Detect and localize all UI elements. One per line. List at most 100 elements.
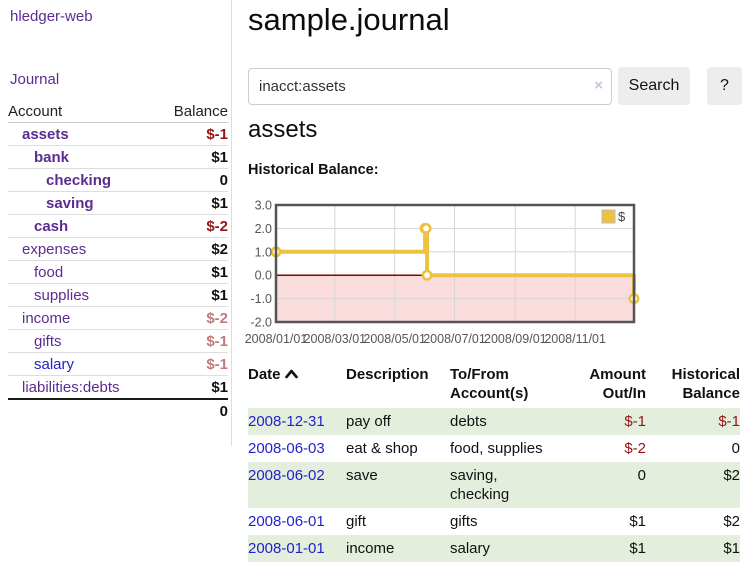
chart-heading: Historical Balance:: [248, 162, 379, 178]
account-balance: $-2: [156, 214, 228, 238]
account-row: bank $1: [8, 145, 228, 169]
transaction-date-link[interactable]: 2008-06-02: [248, 467, 325, 484]
account-row: income $-2: [8, 306, 228, 330]
svg-text:2008/01/01: 2008/01/01: [245, 332, 307, 346]
svg-text:-1.0: -1.0: [250, 292, 272, 306]
account-link[interactable]: checking: [46, 172, 112, 189]
register-header-description: Description: [346, 366, 429, 383]
svg-text:2008/05/01: 2008/05/01: [363, 332, 426, 346]
transaction-date-link[interactable]: 2008-12-31: [248, 413, 325, 430]
svg-text:2.0: 2.0: [255, 222, 272, 236]
account-balance: $1: [156, 283, 228, 307]
account-balance: $1: [156, 145, 228, 169]
account-link[interactable]: liabilities:debts: [22, 379, 120, 396]
transaction-date-link[interactable]: 2008-01-01: [248, 540, 325, 557]
register-header-amount: Amount Out/In: [589, 366, 646, 402]
account-link[interactable]: assets: [22, 126, 69, 143]
register-amount-cell: $1: [629, 540, 646, 557]
svg-text:2008/07/01: 2008/07/01: [423, 332, 486, 346]
register-row: 2008-12-31 pay off debts $-1 $-1: [248, 408, 740, 435]
clear-search-icon[interactable]: ×: [594, 76, 603, 94]
historical-balance-chart[interactable]: $3.0 2.0 1.0 0.0 -1.0 -2.0 2008/01/012008/03/0…: [245, 197, 645, 349]
account-balance: $1: [211, 379, 228, 396]
accounts-header-account: Account: [8, 100, 157, 123]
account-row: assets $-1: [8, 122, 228, 146]
search-button[interactable]: Search: [618, 67, 690, 105]
register-header-accounts: To/From Account(s): [450, 366, 529, 402]
svg-text:1.0: 1.0: [255, 245, 272, 259]
account-link[interactable]: food: [34, 264, 64, 281]
register-description-cell: eat & shop: [346, 440, 418, 457]
account-link[interactable]: gifts: [34, 333, 62, 350]
accounts-body: assets $-1 bank $1 checking 0 saving $1 cash $-2 e…: [8, 122, 228, 400]
account-row: checking 0: [8, 168, 228, 192]
help-button[interactable]: ?: [707, 67, 742, 105]
register-description-cell: income: [346, 540, 395, 557]
account-balance: $-2: [156, 306, 228, 330]
account-link[interactable]: bank: [34, 149, 70, 166]
register-row: 2008-01-01 income salary $1 $1: [248, 535, 740, 562]
account-balance: $2: [156, 237, 228, 261]
account-link[interactable]: salary: [34, 356, 75, 373]
account-balance: $-1: [156, 352, 228, 376]
svg-text:2008/11/01: 2008/11/01: [544, 332, 606, 346]
register-header-balance: Historical Balance: [671, 366, 740, 402]
account-balance: $1: [156, 191, 228, 215]
sidebar-item-journal[interactable]: Journal: [10, 71, 60, 88]
accounts-total-balance: 0: [156, 398, 228, 422]
account-balance: $-1: [156, 122, 228, 146]
search-field-wrap: ×: [248, 67, 612, 105]
register-row: 2008-06-03 eat & shop food, supplies $-2 0: [248, 435, 740, 462]
page-title: sample.journal: [248, 2, 450, 37]
svg-text:2008/03/01: 2008/03/01: [304, 332, 367, 346]
account-link[interactable]: income: [22, 310, 71, 327]
svg-text:2008/09/01: 2008/09/01: [484, 332, 547, 346]
register-row: 2008-06-01 gift gifts $1 $2: [248, 508, 740, 535]
register-header-date-label: Date: [248, 366, 281, 383]
accounts-total-spacer: [8, 398, 157, 422]
register-header-row: Date Description To/From Account(s) Amou…: [248, 362, 740, 408]
register-accounts-cell: gifts: [450, 513, 478, 530]
accounts-header-balance: Balance: [156, 100, 228, 123]
transaction-date-link[interactable]: 2008-06-03: [248, 440, 325, 457]
register-row: 2008-06-02 save saving, checking 0 $2: [248, 462, 740, 508]
transaction-date-link[interactable]: 2008-06-01: [248, 513, 325, 530]
register-accounts-cell: salary: [450, 540, 491, 557]
register-header-date[interactable]: Date: [248, 362, 346, 408]
account-row: supplies $1: [8, 283, 228, 307]
accounts-total-row: 0: [8, 398, 228, 422]
register-description-cell: save: [346, 467, 378, 484]
account-link[interactable]: cash: [34, 218, 69, 235]
svg-text:0.0: 0.0: [255, 269, 272, 283]
account-row: food $1: [8, 260, 228, 284]
account-link[interactable]: saving: [46, 195, 94, 212]
app-title-link[interactable]: hledger-web: [10, 8, 93, 25]
register-accounts-cell: saving, checking: [450, 467, 510, 503]
register-accounts-cell: debts: [450, 413, 487, 430]
account-row: expenses $2: [8, 237, 228, 261]
register-description-cell: pay off: [346, 413, 391, 430]
register-amount-cell: $-2: [624, 440, 646, 457]
register-description-cell: gift: [346, 513, 367, 530]
svg-text:-2.0: -2.0: [250, 316, 272, 330]
register-balance-cell: 0: [731, 440, 740, 457]
register-amount-cell: $1: [629, 513, 646, 530]
account-row: liabilities:debts $1: [8, 376, 228, 400]
search-input[interactable]: [248, 67, 612, 105]
register-amount-cell: 0: [637, 467, 646, 484]
account-link[interactable]: supplies: [34, 287, 90, 304]
account-row: salary $-1: [8, 352, 228, 376]
search-bar: × Search ?: [248, 67, 742, 105]
register-balance-cell: $1: [723, 540, 740, 557]
sort-ascending-icon: [284, 365, 298, 384]
account-balance: $1: [156, 260, 228, 284]
account-link[interactable]: expenses: [22, 241, 87, 258]
register-body: 2008-12-31 pay off debts $-1 $-1 2008-06-03 ea…: [248, 408, 740, 562]
accounts-table: Account Balance assets $-1 bank $1 checking 0…: [8, 100, 228, 422]
register-balance-cell: $-1: [718, 413, 740, 430]
register-balance-cell: $2: [723, 467, 740, 484]
account-heading: assets: [248, 116, 318, 143]
register-amount-cell: $-1: [624, 413, 646, 430]
main-content: sample.journal × Search ? assets Histori…: [245, 0, 742, 582]
